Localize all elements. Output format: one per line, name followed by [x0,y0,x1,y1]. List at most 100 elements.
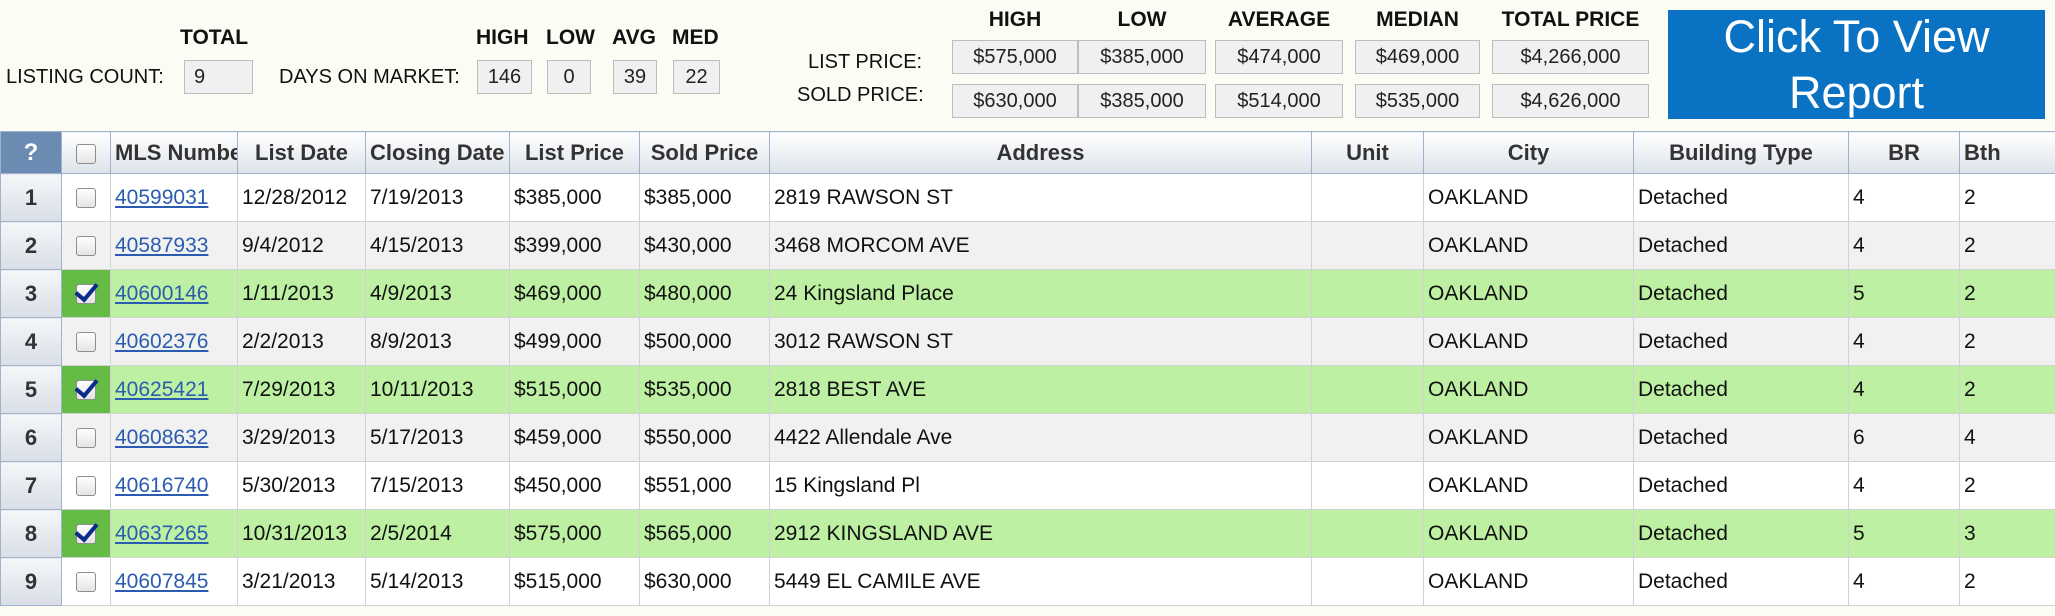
cell-address: 5449 EL CAMILE AVE [769,557,1312,606]
cell-unit [1311,461,1424,510]
sold-price-median: $535,000 [1355,84,1480,118]
col-header-address[interactable]: Address [769,131,1312,174]
cell-building-type: Detached [1633,557,1849,606]
row-checkbox[interactable] [76,331,96,352]
cell-list-price: $515,000 [509,365,640,414]
cell-city: OAKLAND [1423,269,1634,318]
cell-list-price: $459,000 [509,413,640,462]
row-checkbox[interactable] [76,187,96,208]
cell-address: 4422 Allendale Ave [769,413,1312,462]
cell-list-date: 1/11/2013 [237,269,366,318]
cell-city: OAKLAND [1423,365,1634,414]
table-row[interactable]: 8 40637265 10/31/2013 2/5/2014 $575,000 $565,… [0,509,2055,558]
row-checkbox[interactable] [76,475,96,496]
cell-closing-date: 10/11/2013 [365,365,510,414]
dom-label: DAYS ON MARKET: [279,66,460,88]
row-select-cell [61,557,111,606]
table-row[interactable]: 7 40616740 5/30/2013 7/15/2013 $450,000 $551,… [0,461,2055,510]
row-select-cell [61,461,111,510]
cell-address: 3468 MORCOM AVE [769,221,1312,270]
mls-number-link[interactable]: 40599031 [115,185,209,209]
col-header-closing-date[interactable]: Closing Date [365,131,510,174]
cell-closing-date: 4/9/2013 [365,269,510,318]
sold-price-total: $4,626,000 [1492,84,1649,118]
table-row[interactable]: 5 40625421 7/29/2013 10/11/2013 $515,000 $535… [0,365,2055,414]
col-header-city[interactable]: City [1423,131,1634,174]
cell-closing-date: 5/17/2013 [365,413,510,462]
row-checkbox[interactable] [76,379,96,400]
cell-closing-date: 7/15/2013 [365,461,510,510]
row-number: 5 [0,365,62,414]
cell-br: 4 [1848,221,1960,270]
cell-mls-number: 40599031 [110,173,238,222]
row-checkbox[interactable] [76,427,96,448]
row-checkbox[interactable] [76,283,96,304]
cell-bth: 2 [1959,269,2055,318]
price-average-header: AVERAGE [1227,8,1331,31]
cell-building-type: Detached [1633,317,1849,366]
price-low-header: LOW [1117,8,1167,31]
list-price-high: $575,000 [952,40,1078,74]
row-number: 8 [0,509,62,558]
table-row[interactable]: 1 40599031 12/28/2012 7/19/2013 $385,000 $385… [0,173,2055,222]
cell-unit [1311,269,1424,318]
col-header-building-type[interactable]: Building Type [1633,131,1849,174]
listing-count-label: LISTING COUNT: [6,66,164,88]
col-header-unit[interactable]: Unit [1311,131,1424,174]
select-all-checkbox[interactable] [76,143,96,164]
mls-number-link[interactable]: 40637265 [115,521,209,545]
dom-med-value: 22 [673,60,720,94]
cell-bth: 2 [1959,221,2055,270]
table-row[interactable]: 4 40602376 2/2/2013 8/9/2013 $499,000 $500,00… [0,317,2055,366]
mls-number-link[interactable]: 40607845 [115,569,209,593]
row-checkbox[interactable] [76,571,96,592]
view-report-button[interactable]: Click To View Report [1668,10,2045,119]
cell-br: 4 [1848,461,1960,510]
dom-avg-value: 39 [613,60,657,94]
row-checkbox[interactable] [76,523,96,544]
cell-list-price: $499,000 [509,317,640,366]
row-select-cell [61,365,111,414]
cell-city: OAKLAND [1423,317,1634,366]
table-row[interactable]: 2 40587933 9/4/2012 4/15/2013 $399,000 $430,0… [0,221,2055,270]
col-header-sold-price[interactable]: Sold Price [639,131,770,174]
cell-list-date: 10/31/2013 [237,509,366,558]
row-checkbox[interactable] [76,235,96,256]
table-row[interactable]: 6 40608632 3/29/2013 5/17/2013 $459,000 $550,… [0,413,2055,462]
cell-address: 2819 RAWSON ST [769,173,1312,222]
cell-building-type: Detached [1633,173,1849,222]
table-header-row: ? MLS Number List Date Closing Date List… [0,131,2055,174]
cell-sold-price: $500,000 [639,317,770,366]
table-row[interactable]: 9 40607845 3/21/2013 5/14/2013 $515,000 $630,… [0,557,2055,606]
col-header-br[interactable]: BR [1848,131,1960,174]
mls-number-link[interactable]: 40625421 [115,377,209,401]
cell-building-type: Detached [1633,461,1849,510]
dom-low-header: LOW [546,26,595,49]
cell-sold-price: $480,000 [639,269,770,318]
mls-number-link[interactable]: 40616740 [115,473,209,497]
cell-address: 24 Kingsland Place [769,269,1312,318]
table-body: 1 40599031 12/28/2012 7/19/2013 $385,000 $385… [0,173,2055,606]
mls-number-link[interactable]: 40600146 [115,281,209,305]
col-header-bth[interactable]: Bth [1959,131,2055,174]
help-column-header[interactable]: ? [0,131,62,174]
cell-closing-date: 7/19/2013 [365,173,510,222]
cell-mls-number: 40616740 [110,461,238,510]
cell-bth: 2 [1959,317,2055,366]
cell-list-date: 12/28/2012 [237,173,366,222]
table-row[interactable]: 3 40600146 1/11/2013 4/9/2013 $469,000 $480,0… [0,269,2055,318]
dom-low-value: 0 [547,60,591,94]
col-header-mls-number[interactable]: MLS Number [110,131,238,174]
cell-address: 3012 RAWSON ST [769,317,1312,366]
cell-list-price: $385,000 [509,173,640,222]
mls-number-link[interactable]: 40602376 [115,329,209,353]
cell-unit [1311,365,1424,414]
total-header: TOTAL [180,26,249,49]
row-select-cell [61,413,111,462]
col-header-list-price[interactable]: List Price [509,131,640,174]
row-number: 2 [0,221,62,270]
cell-address: 15 Kingsland Pl [769,461,1312,510]
mls-number-link[interactable]: 40587933 [115,233,209,257]
mls-number-link[interactable]: 40608632 [115,425,209,449]
col-header-list-date[interactable]: List Date [237,131,366,174]
